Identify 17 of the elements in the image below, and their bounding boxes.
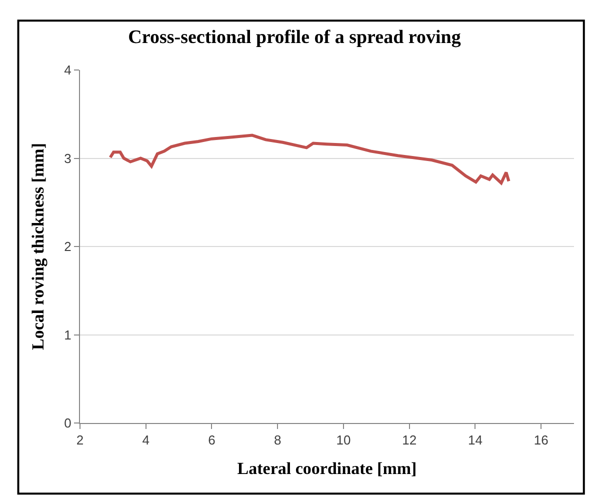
x-tick-label: 10 <box>336 432 351 448</box>
y-tick-label: 0 <box>64 416 72 431</box>
y-tick-label: 2 <box>64 239 72 254</box>
x-tick-label: 8 <box>274 432 282 448</box>
y-tick-label: 1 <box>64 327 72 342</box>
y-tick-label: 4 <box>64 62 72 78</box>
line-series <box>108 134 510 184</box>
x-axis-title: Lateral coordinate [mm] <box>237 459 417 478</box>
x-tick-label: 4 <box>142 432 150 448</box>
x-tick-label: 2 <box>76 432 84 448</box>
y-axis-title: Local roving thickness [mm] <box>28 143 48 350</box>
x-tick-label: 12 <box>402 432 417 448</box>
x-tick-label: 6 <box>208 432 216 448</box>
x-tick-label: 16 <box>534 432 548 448</box>
x-tick-label: 14 <box>468 432 482 448</box>
chart-title: Cross-sectional profile of a spread roving <box>128 27 462 48</box>
y-tick-label: 3 <box>64 150 72 166</box>
